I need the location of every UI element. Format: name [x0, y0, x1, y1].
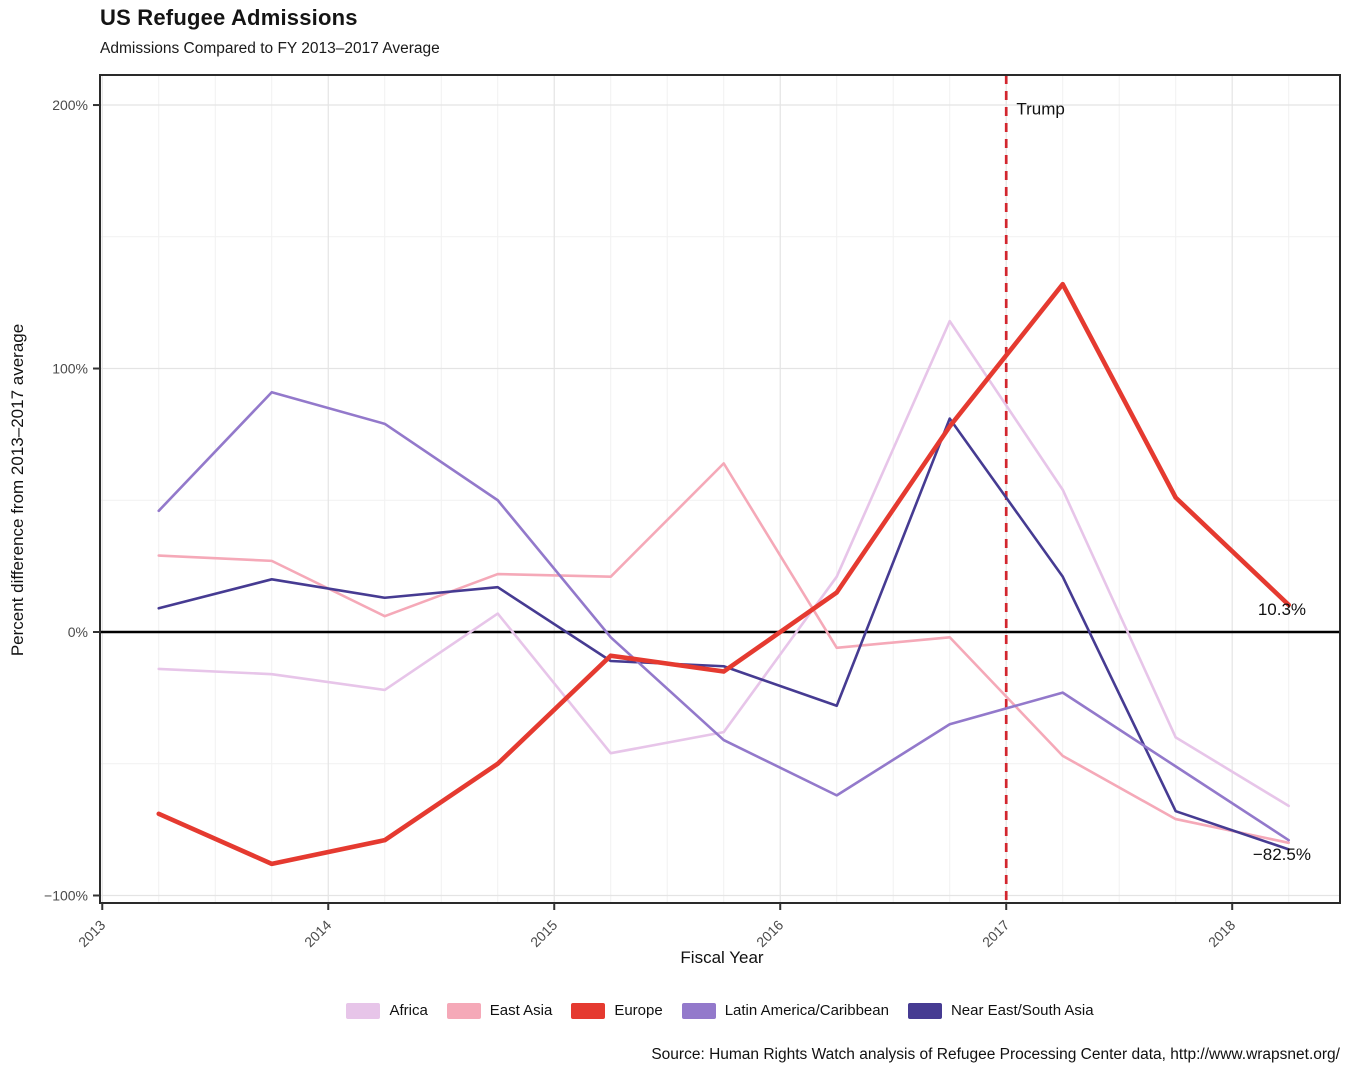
- legend-swatch-near-east: [907, 1002, 942, 1019]
- page-title: US Refugee Admissions: [100, 5, 358, 30]
- series-line-east-asia: [157, 462, 1291, 845]
- y-axis-title: Percent difference from 2013–2017 averag…: [8, 324, 27, 656]
- x-tick-label: 2018: [1205, 917, 1238, 950]
- x-tick-label: 2016: [753, 917, 786, 950]
- legend-swatch-europe: [571, 1002, 606, 1019]
- panel-border: [99, 74, 1341, 904]
- y-tick-label: −100%: [44, 887, 88, 903]
- legend-label-east-asia: East Asia: [489, 1002, 553, 1019]
- x-tick-label: 2015: [527, 917, 560, 950]
- legend-swatch-africa: [346, 1002, 381, 1019]
- page-subtitle: Admissions Compared to FY 2013–2017 Aver…: [100, 40, 440, 57]
- y-tick-label: 0%: [68, 624, 88, 640]
- legend-label-europe: Europe: [614, 1002, 663, 1019]
- legend-swatch-latin-america: [681, 1002, 716, 1019]
- x-tick-label: 2017: [979, 917, 1012, 950]
- y-tick-label: 100%: [52, 361, 88, 377]
- legend-item-europe: Europe: [571, 1002, 663, 1019]
- legend-item-east-asia: East Asia: [446, 1002, 553, 1019]
- y-tick-label: 200%: [52, 97, 88, 113]
- legend-label-africa: Africa: [389, 1002, 428, 1019]
- x-axis-title: Fiscal Year: [680, 948, 763, 967]
- legend-item-africa: Africa: [346, 1002, 428, 1019]
- legend-label-near-east: Near East/South Asia: [950, 1002, 1094, 1019]
- source-attribution: Source: Human Rights Watch analysis of R…: [651, 1046, 1340, 1063]
- annotation-82.5: −82.5%: [1253, 845, 1311, 864]
- annotation-10.3: 10.3%: [1258, 600, 1306, 619]
- series-line-latin-america-caribbean: [157, 390, 1291, 842]
- plot-panel: 2013 2014 2015 2016 2017 2018 200% 100% 0% −100% T…: [44, 74, 1341, 950]
- legend-item-near-east: Near East/South Asia: [907, 1002, 1094, 1019]
- legend-swatch-east-asia: [446, 1002, 481, 1019]
- x-tick-label: 2014: [301, 917, 334, 950]
- x-tick-label: 2013: [75, 917, 108, 950]
- legend: Africa East Asia Europe Latin America/Ca…: [100, 1002, 1340, 1019]
- series-line-near-east-south-asia: [157, 417, 1291, 851]
- series-line-africa: [157, 319, 1291, 808]
- annotation-trump: Trump: [1016, 99, 1065, 118]
- legend-label-latin-america: Latin America/Caribbean: [724, 1002, 889, 1019]
- series-line-europe: [156, 281, 1292, 867]
- legend-item-latin-america: Latin America/Caribbean: [681, 1002, 889, 1019]
